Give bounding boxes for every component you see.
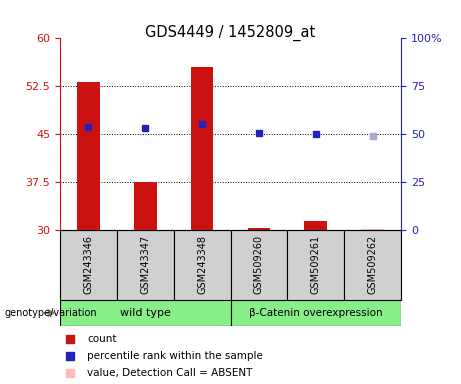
Bar: [60, 300, 230, 326]
Text: value, Detection Call = ABSENT: value, Detection Call = ABSENT: [87, 368, 253, 378]
Bar: [287, 230, 344, 300]
Bar: [230, 230, 287, 300]
Text: GSM243346: GSM243346: [83, 235, 94, 294]
Text: count: count: [87, 334, 117, 344]
Bar: [60, 230, 117, 300]
Bar: [117, 230, 174, 300]
Bar: [174, 230, 230, 300]
Bar: [248, 228, 270, 230]
Text: percentile rank within the sample: percentile rank within the sample: [87, 351, 263, 361]
Bar: [230, 300, 401, 326]
Text: GSM243348: GSM243348: [197, 235, 207, 294]
Bar: [344, 230, 401, 300]
Bar: [134, 182, 157, 230]
Bar: [191, 67, 213, 230]
Text: GSM509260: GSM509260: [254, 235, 264, 295]
Text: GSM509262: GSM509262: [367, 235, 378, 295]
Text: GSM243347: GSM243347: [140, 235, 150, 295]
Text: wild type: wild type: [120, 308, 171, 318]
Text: GSM509261: GSM509261: [311, 235, 321, 295]
Bar: [304, 221, 327, 230]
Text: genotype/variation: genotype/variation: [5, 308, 97, 318]
Bar: [77, 82, 100, 230]
Text: GDS4449 / 1452809_at: GDS4449 / 1452809_at: [145, 25, 316, 41]
Bar: [361, 229, 384, 230]
Text: β-Catenin overexpression: β-Catenin overexpression: [249, 308, 383, 318]
